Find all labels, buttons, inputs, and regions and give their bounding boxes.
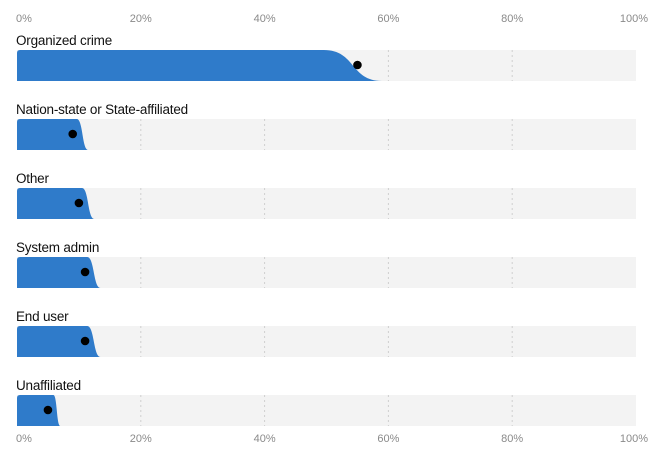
point-estimate-dot xyxy=(80,267,90,277)
row-background xyxy=(17,119,636,150)
category-label: Nation-state or State-affiliated xyxy=(16,102,188,117)
top-tick-label: 60% xyxy=(377,13,399,25)
chart-row: Organized crime xyxy=(16,33,636,81)
chart-row: Unaffiliated xyxy=(16,378,636,426)
distribution-bar xyxy=(17,119,89,150)
chart-row: End user xyxy=(16,309,636,357)
point-estimate-dot xyxy=(43,405,53,415)
row-background xyxy=(17,257,636,288)
top-axis: 0% 20% 40% 60% 80% 100% xyxy=(16,13,648,25)
row-background xyxy=(17,188,636,219)
chart-row: Nation-state or State-affiliated xyxy=(16,102,636,150)
distribution-bar xyxy=(17,257,101,288)
bottom-tick-label: 80% xyxy=(501,433,523,445)
distribution-bar xyxy=(17,188,95,219)
chart-rows: Organized crime Nation-state or State-aff… xyxy=(16,33,636,426)
top-tick-label: 100% xyxy=(620,13,648,25)
category-label: System admin xyxy=(16,240,99,255)
top-tick-label: 40% xyxy=(254,13,276,25)
category-label: Unaffiliated xyxy=(16,378,81,393)
top-tick-label: 0% xyxy=(16,13,32,25)
bottom-tick-label: 0% xyxy=(16,433,32,445)
category-label: End user xyxy=(16,309,69,324)
bottom-tick-label: 100% xyxy=(620,433,648,445)
bottom-tick-label: 60% xyxy=(377,433,399,445)
distribution-bar xyxy=(17,326,101,357)
bottom-axis: 0% 20% 40% 60% 80% 100% xyxy=(16,433,648,445)
chart-row: System admin xyxy=(16,240,636,288)
chart-row: Other xyxy=(16,171,636,219)
point-estimate-dot xyxy=(353,60,362,70)
row-background xyxy=(17,395,636,426)
category-label: Organized crime xyxy=(16,33,112,48)
point-estimate-dot xyxy=(68,129,78,139)
row-background xyxy=(17,326,636,357)
distribution-bar xyxy=(17,50,383,81)
point-estimate-dot xyxy=(74,198,84,208)
top-tick-label: 20% xyxy=(130,13,152,25)
point-estimate-dot xyxy=(80,336,90,346)
category-label: Other xyxy=(16,171,49,186)
bottom-tick-label: 20% xyxy=(130,433,152,445)
bottom-tick-label: 40% xyxy=(254,433,276,445)
top-tick-label: 80% xyxy=(501,13,523,25)
distribution-bar xyxy=(17,395,61,426)
